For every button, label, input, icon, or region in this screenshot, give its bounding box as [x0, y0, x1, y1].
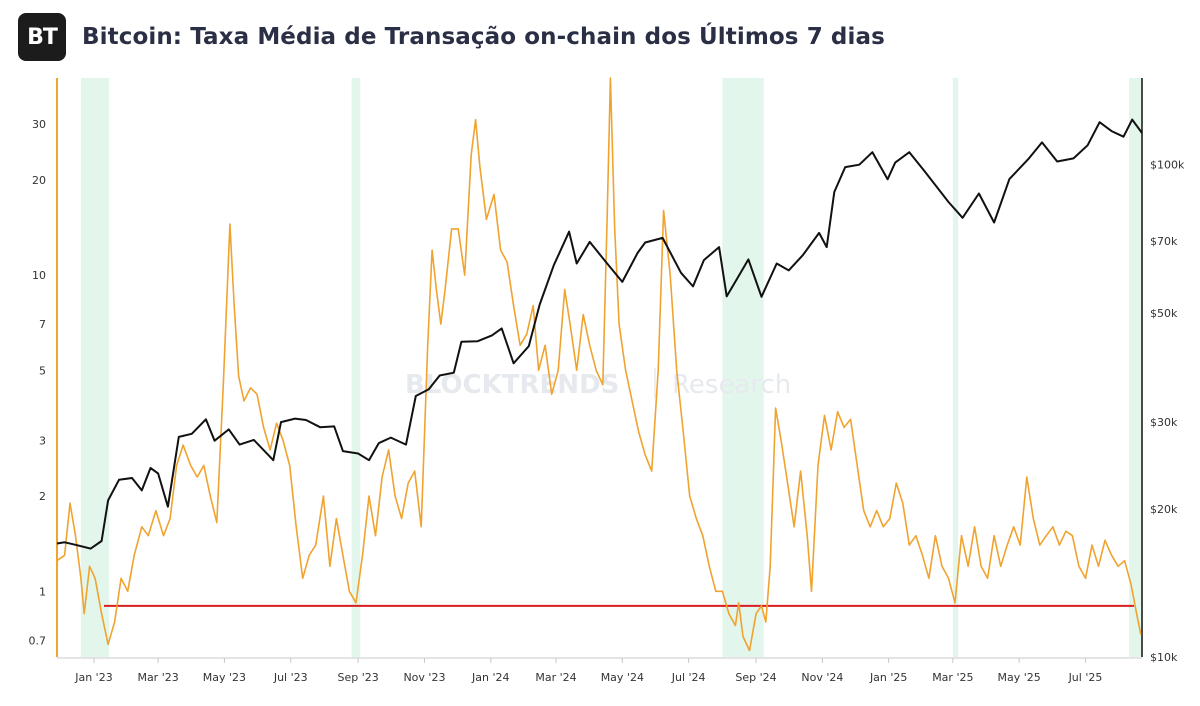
x-tick-label: Sep '24	[735, 671, 776, 684]
shaded-period	[80, 78, 110, 657]
x-tick-label: Jan '23	[74, 671, 112, 684]
chart-header: BT Bitcoin: Taxa Média de Transação on-c…	[18, 12, 885, 62]
x-tick-label: May '24	[601, 671, 644, 684]
chart-title: Bitcoin: Taxa Média de Transação on-chai…	[82, 24, 885, 50]
x-tick-label: Mar '23	[137, 671, 178, 684]
x-tick-label: Mar '24	[535, 671, 576, 684]
x-tick-label: Jan '24	[471, 671, 509, 684]
y-left-tick-label: 2	[39, 490, 46, 503]
y-left-tick-label: 0.7	[29, 634, 47, 647]
x-tick-label: Nov '23	[403, 671, 445, 684]
x-tick-label: Jul '23	[273, 671, 308, 684]
y-left-tick-label: 1	[39, 585, 46, 598]
y-left-tick-label: 20	[32, 174, 46, 187]
y-left-tick-label: 30	[32, 118, 46, 131]
shaded-period	[351, 78, 361, 657]
x-tick-label: Mar '25	[932, 671, 973, 684]
y-left-tick-label: 10	[32, 269, 46, 282]
x-tick-label: Sep '23	[338, 671, 379, 684]
y-left-tick-label: 5	[39, 364, 46, 377]
shaded-period	[722, 78, 764, 657]
y-right-tick-label: $70k	[1150, 235, 1178, 248]
shaded-period	[952, 78, 959, 657]
x-tick-label: Nov '24	[801, 671, 843, 684]
watermark-brand: BLOCKTRENDS	[405, 370, 619, 400]
x-tick-label: Jul '25	[1068, 671, 1103, 684]
y-right-tick-label: $50k	[1150, 307, 1178, 320]
y-right-ticks: $10k $20k $30k $50k $70k $100k	[1150, 159, 1185, 664]
y-right-tick-label: $100k	[1150, 159, 1185, 172]
x-tick-label: Jul '24	[671, 671, 706, 684]
watermark-sub: Research	[672, 370, 791, 400]
x-axis-ticks: Jan '23 Mar '23 May '23 Jul '23 Sep '23 Nov '…	[74, 658, 1102, 684]
x-tick-label: May '23	[203, 671, 246, 684]
y-right-tick-label: $30k	[1150, 416, 1178, 429]
brand-logo: BT	[18, 13, 66, 61]
x-tick-label: Jan '25	[869, 671, 907, 684]
shaded-periods	[80, 78, 1142, 657]
y-left-tick-label: 7	[39, 318, 46, 331]
fee-line	[56, 77, 1142, 652]
y-left-ticks: 0.7 1 2 3 5 7 10 20 30	[29, 118, 47, 647]
x-tick-label: May '25	[998, 671, 1041, 684]
y-right-tick-label: $20k	[1150, 503, 1178, 516]
y-right-tick-label: $10k	[1150, 651, 1178, 664]
y-left-tick-label: 3	[39, 434, 46, 447]
chart-axes	[56, 78, 1143, 659]
price-line	[56, 118, 1143, 550]
shaded-period	[1128, 78, 1142, 657]
series-lines	[56, 77, 1143, 652]
